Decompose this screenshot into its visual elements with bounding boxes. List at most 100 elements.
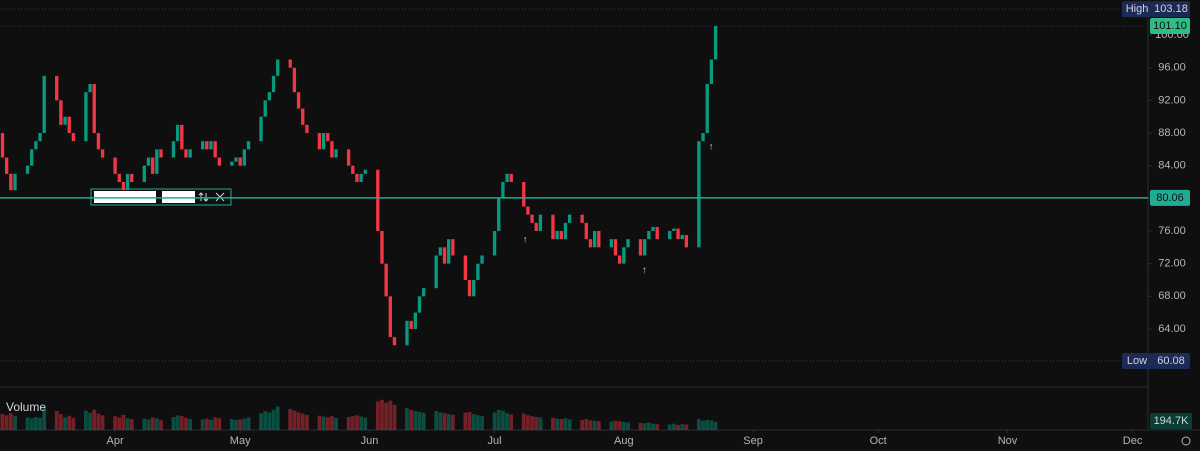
candle [655, 226, 659, 240]
volume-bar [555, 418, 559, 430]
volume-bar [171, 416, 176, 430]
candle-body [480, 255, 484, 264]
candle-body [67, 116, 71, 134]
candle [188, 149, 192, 158]
candle-body [117, 173, 121, 183]
volume-title: Volume [6, 400, 46, 414]
candle [534, 222, 538, 231]
candle-body [5, 157, 9, 174]
volume-bar [375, 401, 380, 430]
y-tick-label: 68.00 [1158, 290, 1186, 302]
candle-body [413, 312, 417, 329]
candle-body [680, 235, 684, 240]
toolbar-field[interactable] [162, 191, 195, 203]
volume-bar [88, 412, 92, 430]
volume-bar [596, 421, 601, 430]
candle-body [121, 182, 126, 191]
candle-body [317, 133, 322, 150]
candle-body [668, 231, 672, 240]
candle-body [442, 247, 447, 264]
volume-bar [179, 416, 184, 430]
candle [171, 141, 176, 158]
x-tick-label: Nov [998, 435, 1018, 447]
volume-bar [617, 421, 622, 430]
candle-body [422, 288, 426, 297]
swap-icon[interactable] [198, 192, 209, 202]
volume-bar [417, 411, 422, 430]
candle-body [476, 263, 480, 280]
y-tick-label: 72.00 [1158, 258, 1186, 270]
volume-bar [67, 415, 72, 430]
volume-bar [54, 411, 59, 430]
volume-bar [646, 422, 651, 430]
toolbar-field[interactable] [94, 191, 156, 203]
volume-bar [476, 415, 480, 430]
candle-body [534, 222, 538, 231]
candle-body [159, 149, 163, 158]
volume-bar [188, 419, 193, 430]
settings-icon[interactable] [1181, 436, 1191, 446]
candle [376, 169, 380, 231]
candle [317, 133, 322, 150]
volume-bar [8, 413, 13, 430]
y-tick-label: 88.00 [1158, 127, 1186, 139]
candle-body [276, 59, 280, 76]
candle [597, 231, 601, 248]
candle-body [113, 157, 117, 174]
candle [0, 133, 5, 158]
candle [626, 239, 630, 248]
candle-body [301, 108, 305, 125]
volume-bar [671, 423, 676, 430]
volume-bar [142, 418, 147, 430]
candle [405, 320, 409, 346]
y-tick-label: 96.00 [1158, 62, 1186, 74]
y-tick-label: 84.00 [1158, 160, 1186, 172]
candle [413, 312, 417, 329]
volume-bar [300, 413, 305, 430]
candle-body [588, 239, 593, 248]
volume-bar [38, 417, 42, 430]
candle [617, 255, 622, 264]
volume-bar [330, 416, 334, 430]
volume-bar [29, 418, 34, 430]
candle-body [376, 169, 380, 231]
candle [326, 133, 330, 142]
volume-bar [492, 412, 497, 430]
volume-bar [638, 422, 643, 430]
candle [92, 84, 96, 134]
candle-body [217, 157, 222, 166]
close-icon[interactable] [215, 192, 225, 202]
candle-body [150, 157, 155, 174]
volume-bar [204, 418, 209, 430]
volume-bar [263, 411, 268, 430]
candle [567, 214, 572, 223]
x-tick-label: Dec [1123, 435, 1143, 447]
candle [113, 157, 117, 174]
candle [159, 149, 163, 158]
line-toolbar[interactable] [90, 188, 232, 206]
volume-bar [217, 418, 222, 430]
candle [501, 182, 505, 199]
volume-bar [530, 416, 534, 430]
candle-body [526, 206, 530, 215]
candle [680, 235, 684, 240]
candle-body [246, 141, 251, 150]
candle [213, 141, 217, 158]
candle-body [530, 214, 534, 223]
candle-body [259, 116, 263, 142]
candle [538, 214, 543, 231]
candle [301, 108, 305, 125]
low-name: Low [1127, 355, 1147, 367]
volume-bar [96, 413, 101, 430]
candle-body [63, 116, 67, 125]
candle [13, 173, 17, 191]
candle-body [522, 182, 526, 207]
volume-bar [246, 417, 251, 430]
candle-body [84, 92, 88, 142]
volume-bar [259, 413, 263, 430]
volume-bar [292, 410, 297, 430]
candle [505, 173, 509, 183]
candle-body [651, 226, 655, 231]
candle-body [559, 231, 563, 240]
